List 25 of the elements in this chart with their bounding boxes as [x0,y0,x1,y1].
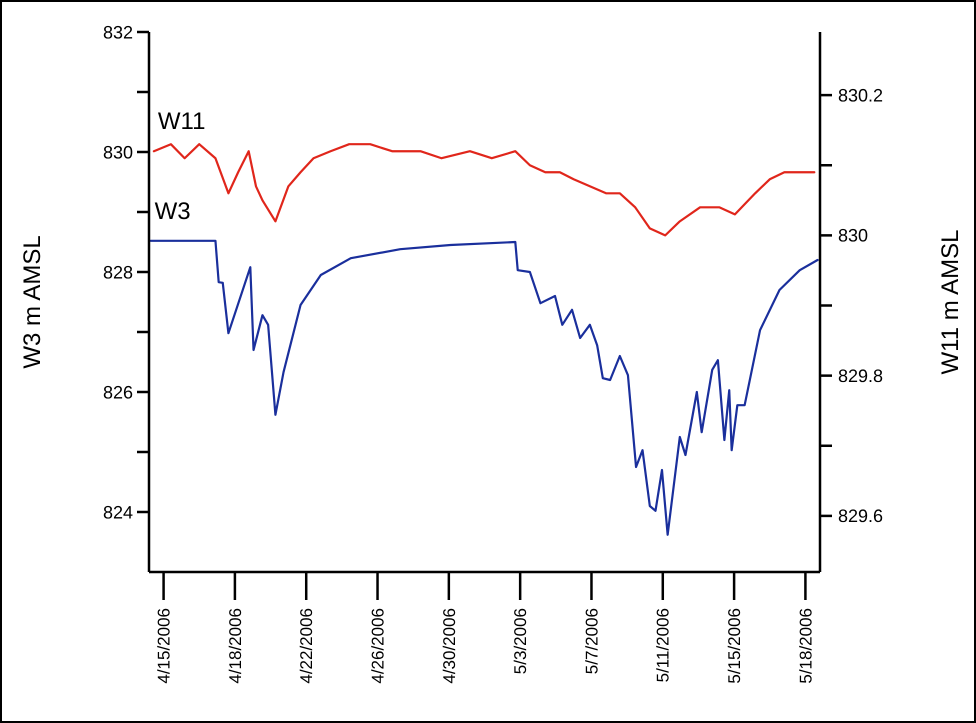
y-tick-label: 832 [102,22,133,42]
x-tick-label: 5/7/2006 [582,608,602,674]
y2-tick-label: 829.6 [838,506,884,526]
x-tick-label: 4/18/2006 [226,608,245,684]
x-tick-label: 5/3/2006 [511,608,530,674]
series-label: W11 [158,108,206,136]
y2-tick-label: 830.2 [838,85,884,106]
y-tick-label: 826 [102,382,133,402]
y2-axis-title: W11 m AMSL [937,230,964,374]
x-tick-label: 5/11/2006 [654,608,673,682]
line-series [152,143,816,236]
series-label: W3 [154,198,191,225]
y-axis-title: W3 m AMSL [19,235,46,369]
x-tick-label: 4/22/2006 [297,608,316,684]
x-tick-label: 4/26/2006 [368,608,388,684]
x-tick-label: 5/18/2006 [796,608,816,684]
line-series [150,240,819,536]
y-tick-label: 830 [102,142,133,162]
x-tick-label: 5/15/2006 [725,608,744,684]
y2-tick-label: 830 [838,226,868,246]
y-tick-label: 828 [102,262,133,282]
x-tick-label: 4/15/2006 [154,608,174,684]
y2-tick-label: 829.8 [838,366,884,386]
x-tick-label: 4/30/2006 [440,608,459,684]
y-tick-label: 824 [102,502,133,522]
